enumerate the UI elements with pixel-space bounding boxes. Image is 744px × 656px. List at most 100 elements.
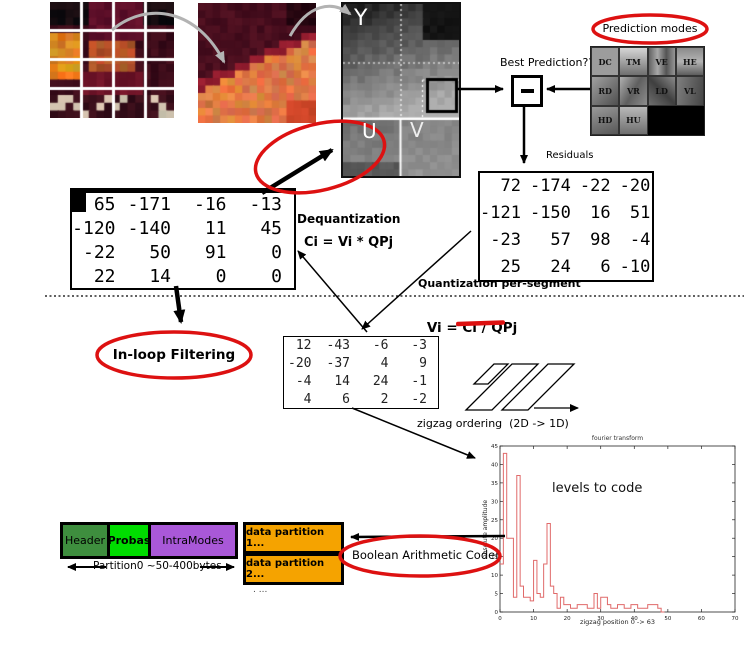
matrix-cell: -150 bbox=[529, 203, 571, 224]
prediction-modes-grid: DC TM VE HE RD VR LD VL HD HU bbox=[590, 46, 705, 136]
prediction-mode-rd: RD bbox=[591, 76, 620, 106]
arrow-matrix-to-inloop bbox=[173, 285, 186, 324]
matrix-cell: -120 bbox=[72, 218, 116, 240]
matrix-cell: -10 bbox=[619, 256, 651, 277]
chart-y-tick-label: 45 bbox=[491, 444, 498, 450]
chart-x-tick-label: 0 bbox=[498, 616, 502, 622]
chart-x-tick-label: 50 bbox=[664, 616, 671, 622]
prediction-mode-vl: VL bbox=[675, 76, 704, 106]
chart-x-tick-label: 20 bbox=[564, 616, 571, 622]
prediction-mode-ve: VE bbox=[647, 47, 676, 77]
chart-plot-box bbox=[499, 445, 736, 613]
more-partitions-ellipsis: . ... bbox=[253, 585, 268, 595]
matrix-cell: 12 bbox=[295, 338, 312, 354]
matrix-cell: 50 bbox=[149, 241, 171, 263]
matrix-cell: -121 bbox=[480, 203, 521, 224]
partition0-size-caption: Partition0 ~50-400bytes bbox=[93, 560, 222, 572]
quantization-formula-qp: QPj bbox=[491, 320, 518, 336]
matrix-cell: -1 bbox=[411, 373, 427, 389]
chart-y-tick-label: 40 bbox=[491, 462, 498, 468]
matrix-cell: -37 bbox=[326, 356, 350, 372]
matrix-cell: -2 bbox=[411, 391, 427, 407]
prediction-mode-hu: HU bbox=[619, 105, 648, 135]
chart-y-tick-label: 15 bbox=[491, 555, 498, 561]
matrix-cell: 6 bbox=[342, 391, 350, 407]
boolean-arithmetic-coder-label: Boolean Arithmetic Coder bbox=[352, 548, 500, 562]
matrix-cell: 9 bbox=[419, 356, 427, 372]
arrow-quantized-to-chart bbox=[351, 407, 476, 459]
matrix-cell: -22 bbox=[82, 241, 116, 263]
matrix-cell: 4 bbox=[303, 391, 312, 407]
matrix-cell: -140 bbox=[127, 218, 171, 240]
chart-y-tick-label: 0 bbox=[495, 610, 499, 616]
chart-y-tick-label: 35 bbox=[491, 481, 498, 487]
matrix-cell: -13 bbox=[249, 194, 282, 216]
prediction-mode-dc: DC bbox=[591, 47, 620, 77]
matrix-cell: -174 bbox=[529, 176, 571, 197]
data-partition-2-box: data partition 2... bbox=[243, 553, 344, 585]
prediction-modes-unused-area bbox=[647, 105, 704, 135]
matrix-cell: -3 bbox=[411, 338, 427, 354]
macroblock-zoom-image bbox=[198, 3, 316, 123]
arrow-quantized-to-dequantized bbox=[297, 250, 368, 333]
matrix-cell: 14 bbox=[149, 265, 171, 287]
prediction-modes-label: Prediction modes bbox=[602, 22, 698, 35]
best-prediction-label: Best Prediction??? bbox=[500, 56, 601, 69]
matrix-cell: -43 bbox=[326, 338, 350, 354]
chart-y-tick-label: 5 bbox=[495, 592, 499, 598]
chart-x-tick-label: 70 bbox=[732, 616, 739, 622]
matrix-cell: 22 bbox=[93, 265, 116, 287]
chart-x-tick-label: 60 bbox=[698, 616, 705, 622]
matrix-cell: 91 bbox=[204, 241, 227, 263]
prediction-mode-ld: LD bbox=[647, 76, 676, 106]
matrix-cell: 2 bbox=[380, 391, 389, 407]
chart-title: fourier transform bbox=[592, 435, 643, 442]
y-plane-label: Y bbox=[354, 6, 368, 31]
chart-y-tick-label: 10 bbox=[491, 573, 498, 579]
header-segment: Header bbox=[63, 525, 110, 556]
dequantization-formula: Ci = Vi * QPj bbox=[304, 235, 394, 250]
chart-y-tick-label: 20 bbox=[491, 536, 498, 542]
dequantization-title: Dequantization bbox=[297, 212, 401, 226]
chart-y-tick-label: 25 bbox=[491, 518, 498, 524]
matrix-cell: -4 bbox=[295, 373, 312, 389]
zigzag-ordering-label: zigzag ordering (2D -> 1D) bbox=[417, 417, 569, 430]
v-plane-label: V bbox=[410, 118, 424, 142]
matrix-cell: -22 bbox=[579, 176, 611, 197]
matrix-cell: -171 bbox=[127, 194, 171, 216]
u-plane-label: U bbox=[362, 119, 377, 143]
chart-x-tick-label: 40 bbox=[631, 616, 638, 622]
quantized-coefficients-matrix: 12 -43 -6 -3 -20 -37 4 9 -4 14 24 -1 4 6 2 -2 bbox=[283, 336, 439, 409]
residuals-matrix: 72 -174 -22 -20 -121 -150 16 51 -23 57 98 -4 25 24 6 -1… bbox=[478, 171, 654, 282]
matrix-cell: 0 bbox=[271, 265, 282, 287]
matrix-cell: 16 bbox=[590, 203, 611, 224]
arrow-dequantized-to-yuv bbox=[260, 148, 334, 195]
matrix-cell: -16 bbox=[193, 194, 227, 216]
prediction-mode-he: HE bbox=[675, 47, 704, 77]
chart-annotation-levels-to-code: levels to code bbox=[552, 481, 642, 496]
minus-icon bbox=[520, 89, 534, 93]
probas-segment: Probas bbox=[108, 525, 151, 556]
matrix-cell: 72 bbox=[500, 176, 521, 197]
matrix-cell: -6 bbox=[372, 338, 389, 354]
matrix-cell: 57 bbox=[550, 229, 571, 250]
prediction-mode-vr: VR bbox=[619, 76, 648, 106]
data-partition-1-box: data partition 1... bbox=[243, 522, 344, 554]
chart-x-tick-label: 10 bbox=[530, 616, 537, 622]
matrix-cell: -4 bbox=[629, 229, 651, 250]
matrix-cell: 4 bbox=[380, 356, 389, 372]
source-frame-image bbox=[50, 2, 174, 118]
matrix-cell: 25 bbox=[500, 256, 521, 277]
matrix-cell: 51 bbox=[629, 203, 651, 224]
matrix-corner-marker bbox=[70, 188, 86, 212]
chart-x-axis-label: zigzag position 0 -> 63 bbox=[580, 618, 655, 626]
matrix-cell: 14 bbox=[334, 373, 350, 389]
matrix-cell: 0 bbox=[215, 265, 227, 287]
matrix-cell: -23 bbox=[490, 229, 521, 250]
dequantized-coefficients-matrix: 65 -171 -16 -13 -120 -140 11 45 -22 50 91 0 22 14 0 0 bbox=[70, 188, 296, 290]
intramodes-segment: IntraModes bbox=[151, 525, 235, 556]
inloop-filtering-label: In-loop Filtering bbox=[112, 347, 236, 363]
matrix-cell: -20 bbox=[288, 356, 312, 372]
chart-y-tick-label: 30 bbox=[491, 499, 498, 505]
